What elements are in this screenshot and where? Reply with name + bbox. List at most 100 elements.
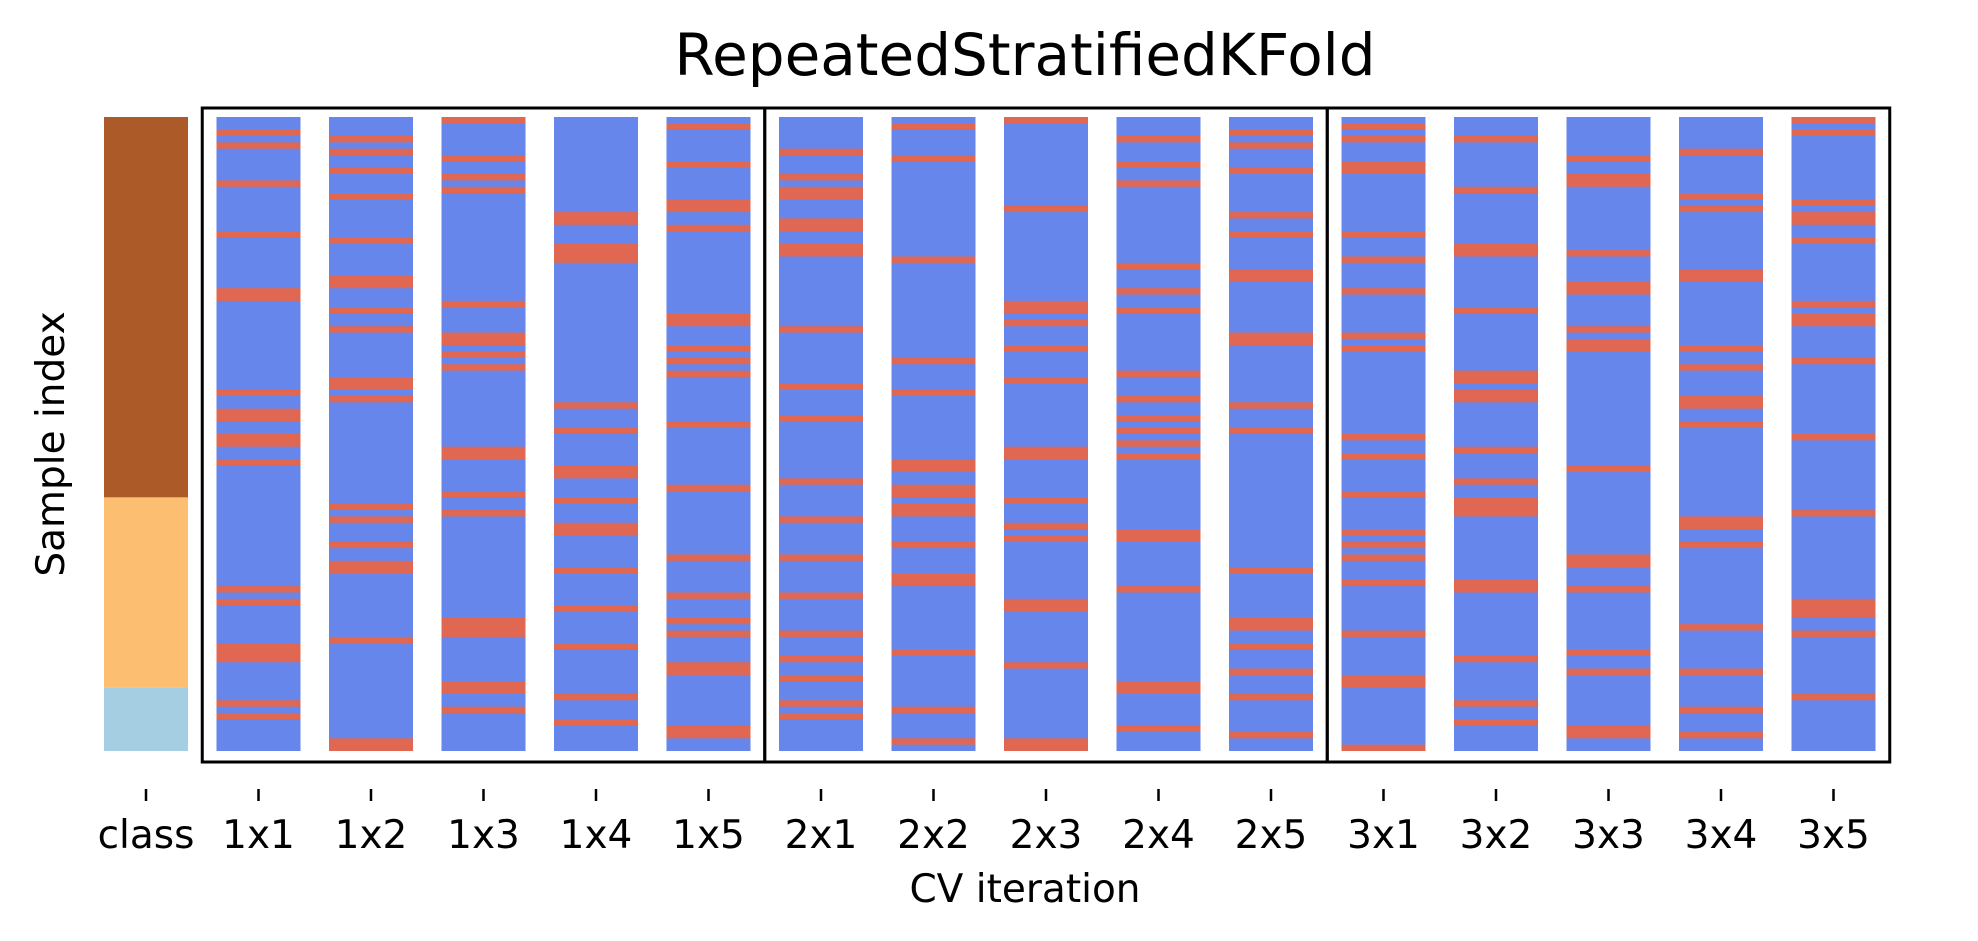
test-segment — [1566, 668, 1651, 675]
test-segment — [441, 351, 526, 358]
test-segment — [1229, 567, 1313, 574]
test-segment — [1679, 541, 1763, 549]
test-segment — [779, 414, 863, 422]
test-segment — [1004, 319, 1088, 327]
test-segment — [1116, 440, 1201, 447]
test-segment — [1454, 700, 1538, 707]
test-segment — [1454, 389, 1538, 403]
test-segment — [1454, 243, 1538, 257]
test-segment — [1229, 617, 1313, 631]
test-segment — [1341, 345, 1426, 352]
test-segment — [1454, 655, 1538, 663]
test-segment — [1116, 136, 1201, 143]
test-segment — [1341, 256, 1426, 263]
train-segment — [1679, 117, 1763, 751]
cv-bar-3x1 — [1341, 117, 1426, 751]
test-segment — [329, 167, 413, 175]
test-segment — [329, 503, 413, 511]
test-segment — [1229, 668, 1313, 675]
test-segment — [666, 725, 751, 739]
test-segment — [554, 693, 638, 701]
test-segment — [1679, 706, 1763, 713]
test-segment — [891, 649, 976, 656]
test-segment — [1566, 649, 1651, 656]
cv-bar-1x5 — [666, 117, 751, 751]
test-segment — [1454, 370, 1538, 384]
test-segment — [1116, 453, 1201, 460]
test-segment — [441, 117, 526, 124]
cv-bar-2x2 — [891, 117, 976, 751]
test-segment — [1791, 300, 1876, 308]
test-segment — [1791, 434, 1876, 441]
test-segment — [1004, 205, 1088, 213]
test-segment — [441, 681, 526, 694]
train-segment — [666, 117, 751, 751]
test-segment — [891, 357, 976, 365]
cv-bar-2x4 — [1116, 117, 1201, 751]
train-segment — [1566, 117, 1651, 751]
test-segment — [666, 554, 751, 561]
test-segment — [1004, 345, 1088, 352]
test-segment — [666, 617, 751, 625]
test-segment — [891, 541, 976, 549]
test-segment — [1791, 313, 1876, 327]
test-segment — [1454, 478, 1538, 485]
test-segment — [216, 434, 301, 447]
test-segment — [1004, 535, 1088, 542]
test-segment — [441, 174, 526, 181]
test-segment — [779, 243, 863, 257]
test-segment — [1229, 269, 1313, 282]
test-segment — [779, 148, 863, 156]
cv-bar-3x5 — [1791, 117, 1876, 751]
train-segment — [329, 117, 413, 751]
test-segment — [1229, 332, 1313, 346]
cv-bar-3x4 — [1679, 117, 1763, 751]
test-segment — [666, 224, 751, 232]
test-segment — [666, 662, 751, 675]
test-segment — [1679, 364, 1763, 371]
test-segment — [554, 605, 638, 612]
test-segment — [1566, 326, 1651, 333]
test-segment — [329, 237, 413, 244]
test-segment — [891, 484, 976, 498]
test-segment — [216, 712, 301, 720]
test-segment — [666, 421, 751, 428]
test-segment — [554, 402, 638, 409]
test-segment — [1566, 586, 1651, 593]
test-segment — [779, 712, 863, 720]
cv-bar-2x5 — [1229, 117, 1313, 751]
test-segment — [779, 383, 863, 390]
x-axis-label: CV iteration — [909, 867, 1140, 912]
test-segment — [216, 231, 301, 238]
x-tick-label: 2x5 — [1235, 813, 1308, 858]
chart-title: RepeatedStratifiedKFold — [674, 21, 1375, 89]
x-tick-label: 3x2 — [1460, 813, 1533, 858]
test-segment — [1004, 738, 1088, 751]
test-segment — [216, 288, 301, 301]
test-segment — [1679, 516, 1763, 530]
test-segment — [1566, 725, 1651, 739]
test-segment — [891, 155, 976, 162]
test-segment — [1679, 269, 1763, 282]
test-segment — [441, 300, 526, 308]
test-segment — [1229, 731, 1313, 739]
cv-bar-2x1 — [779, 117, 863, 751]
test-segment — [1341, 136, 1426, 143]
test-segment — [1341, 529, 1426, 536]
test-segment — [779, 674, 863, 682]
test-segment — [554, 719, 638, 726]
x-tick-label: class — [98, 813, 195, 858]
test-segment — [329, 275, 413, 289]
test-segment — [1791, 510, 1876, 517]
test-segment — [1229, 427, 1313, 434]
test-segment — [1566, 465, 1651, 473]
x-axis-ticks: class 1x1 1x2 1x3 1x4 1x5 2x1 2x2 2x3 2x4 2x5 3x1 3x… — [98, 789, 1870, 858]
test-segment — [1566, 281, 1651, 295]
test-segment — [1791, 129, 1876, 137]
test-segment — [216, 643, 301, 663]
test-segment — [1791, 598, 1876, 618]
test-segment — [891, 459, 976, 473]
class-block-2 — [104, 687, 188, 751]
test-segment — [1679, 395, 1763, 409]
